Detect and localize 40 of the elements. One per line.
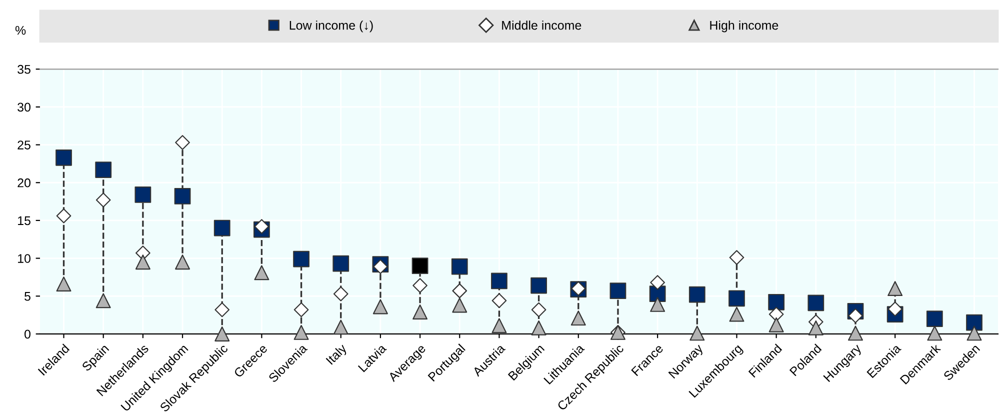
point bbox=[728, 290, 745, 307]
point bbox=[926, 310, 943, 328]
point bbox=[690, 326, 705, 341]
point bbox=[135, 254, 150, 270]
y-tick-label: 0 bbox=[24, 330, 30, 339]
point bbox=[175, 254, 190, 270]
x-tick-label: Italy bbox=[325, 342, 350, 367]
y-tick-label: 20 bbox=[18, 178, 30, 188]
y-tick-label: 15 bbox=[18, 216, 30, 226]
point bbox=[56, 149, 72, 166]
point bbox=[95, 162, 112, 178]
point bbox=[254, 265, 270, 280]
point bbox=[214, 326, 230, 342]
point bbox=[531, 320, 546, 336]
point bbox=[372, 299, 388, 314]
y-tick-label: 5 bbox=[24, 292, 30, 301]
point bbox=[452, 298, 468, 313]
y-tick-label: 35 bbox=[18, 64, 30, 74]
point bbox=[927, 326, 942, 341]
legend-label: Low income (↓) bbox=[290, 20, 373, 32]
point bbox=[294, 324, 309, 340]
point bbox=[729, 306, 744, 322]
point bbox=[888, 281, 903, 296]
point bbox=[966, 326, 982, 341]
y-tick-label: 30 bbox=[18, 102, 30, 112]
legend-label: High income bbox=[710, 20, 778, 32]
y-tick-label: 25 bbox=[18, 140, 30, 150]
point bbox=[333, 320, 348, 335]
point bbox=[650, 296, 666, 312]
point bbox=[808, 320, 824, 336]
point bbox=[96, 293, 111, 308]
point bbox=[56, 276, 72, 292]
y-axis-title: % bbox=[15, 26, 26, 35]
legend-label: Middle income bbox=[502, 20, 582, 30]
point bbox=[492, 318, 507, 334]
point bbox=[570, 310, 586, 326]
point bbox=[412, 304, 428, 320]
point bbox=[848, 326, 863, 341]
point bbox=[768, 317, 784, 332]
y-tick-label: 10 bbox=[18, 254, 30, 263]
